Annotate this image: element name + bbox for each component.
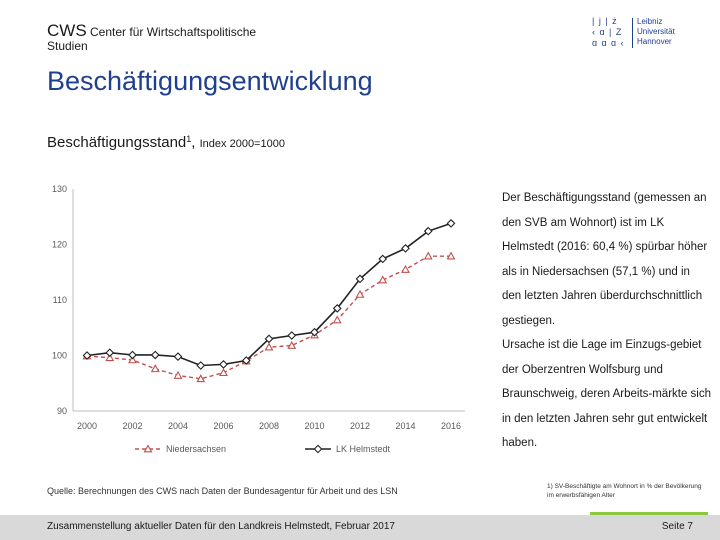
marker-lk-helmstedt [332, 303, 342, 313]
marker-niedersachsen [105, 353, 115, 362]
org-name-line1: Center für Wirtschaftspolitische [90, 25, 257, 39]
description-paragraph-2: Ursache ist die Lage im Einzugs-gebiet d… [502, 339, 712, 449]
marker-niedersachsen [332, 315, 342, 324]
y-tick-label: 90 [57, 406, 67, 416]
org-header: CWS Center für Wirtschaftspolitische Stu… [47, 21, 327, 53]
x-tick-label: 2010 [304, 421, 324, 431]
marker-lk-helmstedt [355, 274, 365, 284]
marker-lk-helmstedt [82, 351, 92, 360]
footer-bar: Zusammenstellung aktueller Daten für den… [0, 515, 720, 540]
y-tick-label: 100 [52, 351, 67, 361]
marker-niedersachsen [264, 342, 274, 351]
footer-text: Zusammenstellung aktueller Daten für den… [47, 521, 395, 532]
marker-niedersachsen [196, 374, 206, 383]
university-logo: | j | ż ‹ ɑ | Z ɑ ɑ ɑ ‹ Leibniz Universi… [592, 16, 682, 50]
marker-lk-helmstedt [264, 334, 274, 344]
x-tick-label: 2006 [213, 421, 233, 431]
logo-text: Leibniz Universität Hannover [637, 17, 675, 46]
employment-line-chart: 90 100 110 120 130 2000 2002 2004 2006 2008 2010 20… [52, 184, 465, 454]
marker-lk-helmstedt [378, 254, 388, 264]
legend-label: LK Helmstedt [336, 444, 391, 454]
footnote: 1) SV-Beschäftigte am Wohnort in % der B… [547, 483, 702, 499]
marker-niedersachsen [150, 364, 160, 373]
marker-niedersachsen [446, 251, 456, 260]
y-tick-label: 120 [52, 240, 67, 250]
x-tick-label: 2004 [168, 421, 188, 431]
subtitle-index: Index 2000=1000 [199, 138, 285, 150]
marker-niedersachsen [423, 251, 433, 260]
marker-lk-helmstedt [150, 350, 160, 360]
marker-lk-helmstedt [401, 244, 410, 253]
marker-niedersachsen [143, 444, 153, 453]
marker-lk-helmstedt [423, 226, 433, 236]
x-tick-label: 2014 [395, 421, 415, 431]
description-paragraph-1: Der Beschäftigungsstand (gemessen an den… [502, 192, 708, 327]
x-tick-label: 2002 [122, 421, 142, 431]
accent-line [590, 512, 708, 515]
page-title: Beschäftigungsentwicklung [47, 66, 373, 96]
x-tick-label: 2000 [77, 421, 97, 431]
page-number: Seite 7 [661, 521, 693, 532]
logo-mark: | j | ż ‹ ɑ | Z ɑ ɑ ɑ ‹ [592, 16, 625, 48]
marker-niedersachsen [173, 370, 183, 379]
marker-lk-helmstedt [241, 356, 251, 365]
marker-lk-helmstedt [313, 444, 323, 454]
marker-lk-helmstedt [446, 219, 456, 228]
marker-lk-helmstedt [196, 361, 206, 370]
marker-niedersachsen [128, 355, 137, 364]
marker-niedersachsen [378, 275, 388, 284]
y-tick-label: 110 [53, 295, 67, 305]
subtitle-main: Beschäftigungsstand [47, 134, 187, 151]
marker-lk-helmstedt [173, 352, 183, 361]
x-tick-label: 2008 [259, 421, 279, 431]
source-note: Quelle: Berechnungen des CWS nach Daten … [47, 486, 398, 496]
org-abbreviation: CWS [47, 21, 87, 40]
marker-niedersachsen [401, 264, 410, 273]
marker-lk-helmstedt [310, 327, 319, 337]
marker-niedersachsen [287, 340, 297, 349]
y-tick-label: 130 [52, 184, 67, 194]
marker-lk-helmstedt [287, 331, 297, 340]
marker-niedersachsen [355, 289, 365, 298]
marker-niedersachsen [219, 368, 228, 377]
x-tick-label: 2016 [441, 421, 461, 431]
marker-lk-helmstedt [219, 360, 228, 369]
description-panel: Der Beschäftigungsstand (gemessen an den… [502, 186, 712, 456]
marker-lk-helmstedt [128, 350, 137, 360]
org-name-line2: Studien [47, 39, 88, 53]
logo-divider [632, 18, 633, 48]
legend-label: Niedersachsen [166, 444, 226, 454]
series-line-niedersachsen [86, 255, 451, 380]
chart-subtitle: Beschäftigungsstand1, Index 2000=1000 [47, 134, 285, 151]
marker-lk-helmstedt [105, 348, 115, 358]
x-tick-label: 2012 [350, 421, 370, 431]
footnote-mark: 1 [186, 134, 192, 144]
